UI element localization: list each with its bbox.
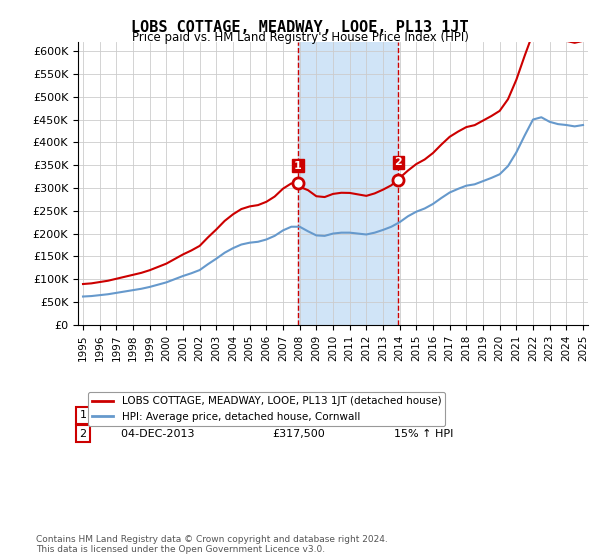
- Text: £317,500: £317,500: [272, 428, 325, 438]
- Text: 1: 1: [294, 161, 302, 171]
- Text: Contains HM Land Registry data © Crown copyright and database right 2024.
This d: Contains HM Land Registry data © Crown c…: [36, 535, 388, 554]
- Text: 15% ↑ HPI: 15% ↑ HPI: [394, 428, 454, 438]
- Text: Price paid vs. HM Land Registry's House Price Index (HPI): Price paid vs. HM Land Registry's House …: [131, 31, 469, 44]
- Text: 1: 1: [80, 410, 86, 421]
- Text: 2: 2: [80, 428, 86, 438]
- Text: 3% ↑ HPI: 3% ↑ HPI: [394, 410, 446, 421]
- Text: 23-NOV-2007: 23-NOV-2007: [114, 410, 195, 421]
- Bar: [298, 42, 398, 325]
- Text: 04-DEC-2013: 04-DEC-2013: [114, 428, 194, 438]
- Text: £310,000: £310,000: [272, 410, 325, 421]
- Legend: LOBS COTTAGE, MEADWAY, LOOE, PL13 1JT (detached house), HPI: Average price, deta: LOBS COTTAGE, MEADWAY, LOOE, PL13 1JT (d…: [88, 392, 445, 426]
- Text: LOBS COTTAGE, MEADWAY, LOOE, PL13 1JT: LOBS COTTAGE, MEADWAY, LOOE, PL13 1JT: [131, 20, 469, 35]
- Text: 2: 2: [394, 157, 402, 167]
